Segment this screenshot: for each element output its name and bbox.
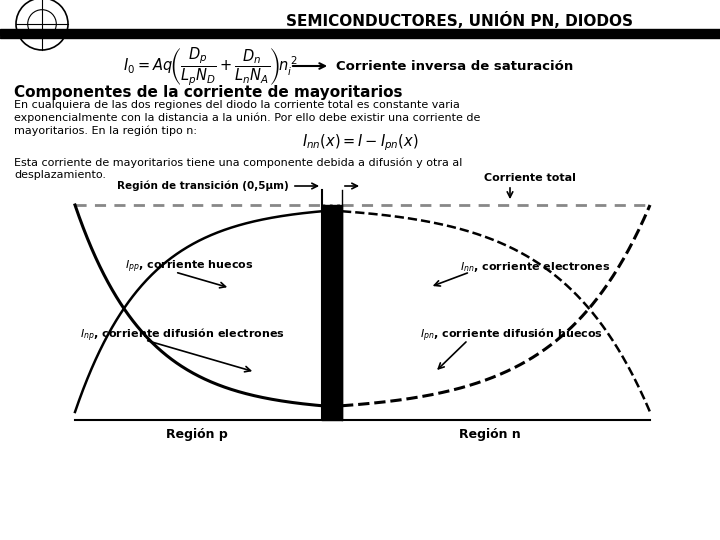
Text: $I_{nn}$, corriente electrones: $I_{nn}$, corriente electrones — [460, 260, 611, 274]
Text: mayoritarios. En la región tipo n:: mayoritarios. En la región tipo n: — [14, 125, 197, 136]
Text: $I_{np}$, corriente difusión electrones: $I_{np}$, corriente difusión electrones — [80, 326, 284, 343]
Text: Componentes de la corriente de mayoritarios: Componentes de la corriente de mayoritar… — [14, 85, 402, 100]
Bar — [0, 29, 720, 36]
Text: Corriente total: Corriente total — [484, 173, 576, 183]
Text: Región de transición (0,5μm): Región de transición (0,5μm) — [117, 181, 289, 191]
Text: desplazamiento.: desplazamiento. — [14, 171, 106, 180]
Text: SEMICONDUCTORES, UNIÓN PN, DIODOS: SEMICONDUCTORES, UNIÓN PN, DIODOS — [287, 12, 634, 30]
Text: $I_0 = Aq\!\left(\dfrac{D_p}{L_p N_D}+\dfrac{D_n}{L_n N_A}\right)\!n_i^{\,2}$: $I_0 = Aq\!\left(\dfrac{D_p}{L_p N_D}+\d… — [122, 45, 297, 87]
Text: Región p: Región p — [166, 428, 228, 441]
Text: $I_{pp}$, corriente huecos: $I_{pp}$, corriente huecos — [125, 259, 253, 275]
Text: exponencialmente con la distancia a la unión. Por ello debe existir una corrient: exponencialmente con la distancia a la u… — [14, 112, 480, 123]
Bar — [0, 37, 720, 38]
Text: Corriente inversa de saturación: Corriente inversa de saturación — [336, 59, 573, 72]
Text: Esta corriente de mayoritarios tiene una componente debida a difusión y otra al: Esta corriente de mayoritarios tiene una… — [14, 158, 462, 168]
Text: En cualquiera de las dos regiones del diodo la corriente total es constante vari: En cualquiera de las dos regiones del di… — [14, 100, 460, 110]
Text: $I_{nn}(x) = I - I_{pn}(x)$: $I_{nn}(x) = I - I_{pn}(x)$ — [302, 133, 418, 153]
Text: Región n: Región n — [459, 428, 521, 441]
Text: $I_{pn}$, corriente difusión huecos: $I_{pn}$, corriente difusión huecos — [420, 326, 603, 343]
